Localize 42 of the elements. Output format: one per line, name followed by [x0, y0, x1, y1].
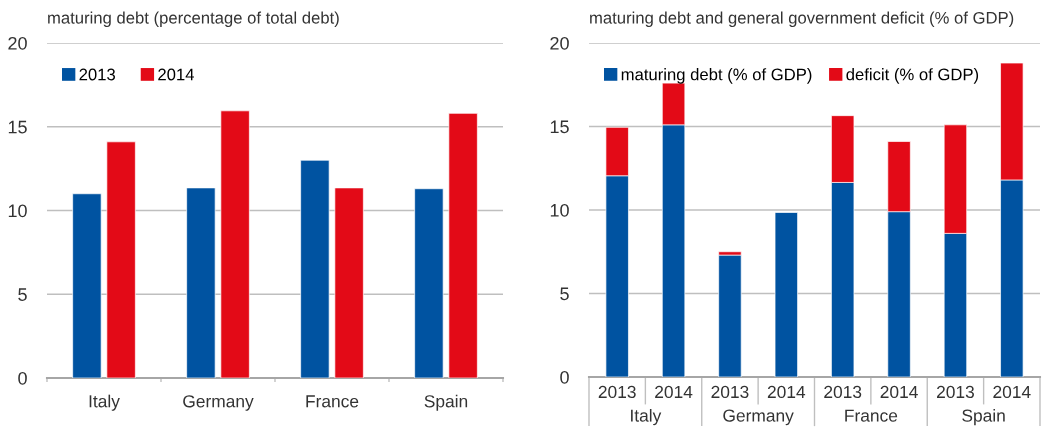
chart-title: maturing debt (percentage of total debt) — [48, 11, 339, 28]
x-tick-label: Spain — [424, 394, 468, 411]
bar — [334, 187, 364, 378]
y-tick-label: 0 — [560, 370, 569, 384]
legend-label: 2013 — [79, 68, 116, 81]
y-tick-label: 20 — [550, 36, 569, 50]
text: Italy — [631, 408, 662, 426]
x-tick-label: 2013 — [824, 385, 862, 399]
bar — [72, 193, 102, 378]
text: Spain — [962, 408, 1005, 426]
x-tick-label: 2013 — [937, 385, 974, 399]
bar — [774, 212, 798, 377]
x-tick-label: 2014 — [993, 385, 1031, 399]
bar — [186, 187, 216, 378]
y-tick-label: 20 — [8, 36, 27, 50]
text: Germany — [723, 409, 794, 426]
y-tick-label: 5 — [560, 287, 569, 301]
bar — [106, 141, 136, 378]
legend-label: maturing debt (% of GDP) — [621, 68, 812, 84]
bar — [300, 159, 330, 378]
y-tick-label: 5 — [18, 288, 27, 301]
x-tick-label: 2013 — [711, 385, 749, 399]
legend-label: 2014 — [158, 68, 194, 81]
y-tick-label: 15 — [8, 120, 27, 134]
x-tick-label: 2014 — [655, 385, 693, 399]
bar — [220, 110, 250, 378]
x-tick-label: Germany — [183, 395, 254, 411]
x-tick-label: 2013 — [598, 385, 636, 399]
y-tick-label: 15 — [550, 120, 569, 134]
bar — [448, 113, 478, 378]
y-tick-label: 10 — [550, 203, 569, 217]
bar — [414, 188, 444, 378]
x-tick-label: 2014 — [767, 385, 806, 399]
y-tick-label: 0 — [18, 371, 27, 385]
x-tick-label: France — [306, 395, 359, 408]
x-tick-label: Italy — [89, 394, 120, 411]
x-tick-label: 2014 — [880, 385, 918, 399]
legend-label: deficit (% of GDP) — [846, 68, 979, 84]
chart-title: maturing debt and general government deficit (% of GDP) — [590, 11, 1014, 28]
text: France — [845, 409, 898, 422]
bar — [718, 254, 742, 377]
y-tick-label: 10 — [8, 204, 27, 218]
